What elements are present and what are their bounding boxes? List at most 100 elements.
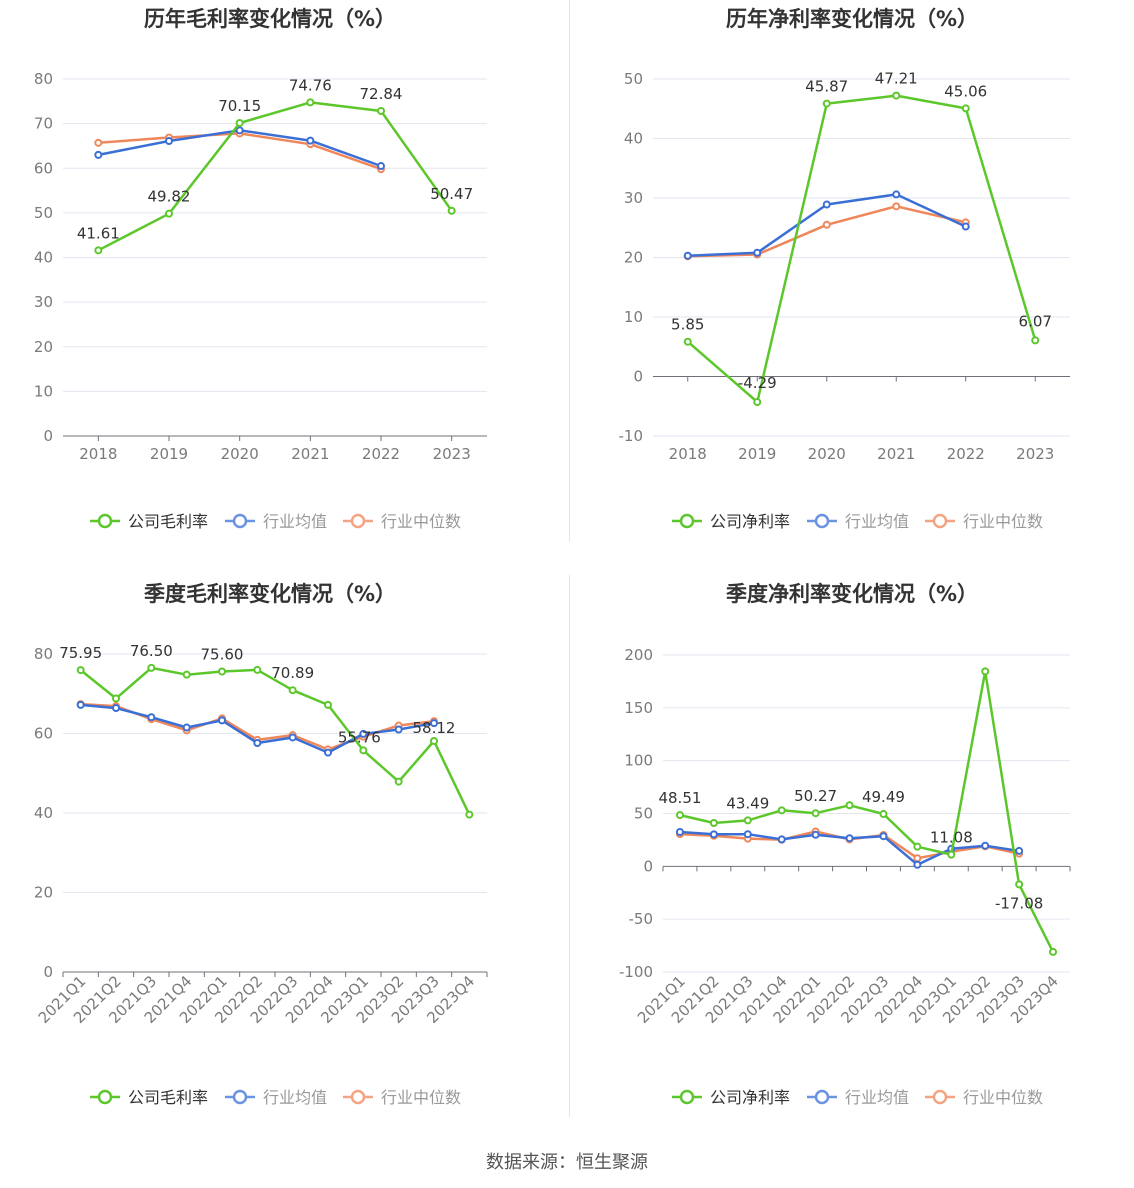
legend-item-company: 公司毛利率 [90, 1088, 208, 1107]
y-tick-label: 10 [34, 382, 53, 400]
y-tick-label: 0 [43, 427, 53, 445]
data-label: 70.89 [271, 664, 314, 682]
chart-panel-annual-net-margin: 历年净利率变化情况（%） -10 0 10 20 30 40 50 2018 2019 2020 20… [570, 0, 1134, 560]
legend-marker [679, 513, 695, 529]
legend-label: 行业均值 [845, 1088, 909, 1107]
source-note: 数据来源：恒生聚源 [486, 1152, 648, 1173]
y-tick-label: 80 [34, 645, 53, 663]
y-tick-label: 80 [34, 70, 53, 88]
chart-title: 季度净利率变化情况（%） [726, 582, 978, 606]
x-tick-label: 2022 [947, 445, 985, 463]
data-label: 50.27 [794, 787, 837, 805]
data-point-company [112, 694, 120, 703]
legend-item-median: 行业中位数 [343, 1088, 461, 1107]
data-point-company [306, 98, 315, 107]
legend-marker [232, 1089, 248, 1105]
data-point-median [892, 202, 901, 211]
data-point-company [182, 670, 191, 679]
y-tick-label: 200 [624, 646, 653, 664]
annual-net-margin-chart: 历年净利率变化情况（%） -10 0 10 20 30 40 50 2018 2019 2020 20… [619, 7, 1070, 531]
data-point-avg [892, 190, 901, 199]
legend-label: 公司净利率 [710, 1088, 790, 1107]
data-point-company [94, 246, 103, 255]
data-point-avg [377, 162, 385, 171]
data-point-company [218, 667, 226, 676]
data-point-company [288, 686, 297, 695]
legend-marker [350, 513, 366, 529]
data-point-company [961, 104, 970, 113]
data-label: 58.12 [413, 719, 456, 737]
data-label: -17.08 [995, 894, 1043, 912]
data-point-avg [218, 716, 226, 725]
y-tick-label: 0 [43, 963, 53, 981]
data-point-avg [675, 827, 684, 836]
data-point-avg [811, 830, 820, 839]
chart-title: 历年净利率变化情况（%） [726, 7, 978, 31]
legend-item-median: 行业中位数 [343, 512, 461, 531]
data-point-company [811, 809, 820, 818]
data-point-avg [147, 713, 156, 722]
y-tick-label: 100 [624, 752, 653, 770]
legend-label: 行业中位数 [381, 1088, 461, 1107]
data-point-company [465, 810, 474, 819]
data-point-avg [359, 729, 368, 738]
y-tick-label: 20 [624, 249, 643, 267]
x-tick-label: 2021 [877, 445, 915, 463]
y-tick-label: 30 [34, 293, 53, 311]
chart-panel-quarterly-gross-margin: 季度毛利率变化情况（%） 0 20 40 60 80 2021Q1 2021Q2 2021Q3 2… [0, 575, 569, 1135]
y-tick-label: 30 [624, 189, 643, 207]
data-label: 11.08 [930, 829, 973, 847]
y-tick-label: 20 [34, 338, 53, 356]
chart-panel-annual-gross-margin: 历年毛利率变化情况（%） 0 10 20 30 40 50 60 70 80 2018 2019 202… [0, 0, 569, 560]
divider-top [569, 0, 570, 542]
data-point-company [947, 850, 956, 859]
data-point-company [76, 666, 85, 675]
data-point-median [913, 854, 922, 863]
legend-item-company: 公司净利率 [672, 512, 790, 531]
data-point-company [430, 736, 438, 745]
data-point-company [1015, 880, 1024, 889]
legend-item-company: 公司毛利率 [90, 512, 208, 531]
legend-label: 公司净利率 [710, 512, 790, 531]
x-tick-label: 2020 [808, 445, 846, 463]
data-label: 6.07 [1019, 312, 1052, 330]
data-point-company [165, 209, 173, 218]
x-tick-label: 2018 [669, 445, 707, 463]
data-point-avg [306, 136, 315, 145]
data-point-company [447, 206, 456, 215]
data-point-avg [683, 251, 692, 260]
legend-label: 公司毛利率 [128, 512, 208, 531]
legend-item-median: 行业中位数 [925, 512, 1043, 531]
y-tick-label: 10 [624, 308, 643, 326]
data-point-avg [981, 841, 990, 850]
data-point-company [253, 665, 262, 674]
y-tick-label: 60 [34, 159, 53, 177]
legend-marker [97, 513, 113, 529]
legend-label: 行业均值 [263, 1088, 327, 1107]
data-label: 41.61 [77, 224, 120, 242]
data-point-company [324, 700, 332, 709]
series-line-company [686, 94, 1037, 404]
x-tick-label: 2023 [1016, 445, 1054, 463]
data-point-avg [879, 832, 888, 841]
chart-title: 季度毛利率变化情况（%） [144, 582, 396, 606]
legend-item-avg: 行业均值 [807, 1088, 909, 1107]
y-tick-label: -50 [629, 910, 654, 928]
y-tick-label: 150 [624, 699, 653, 717]
data-point-avg [777, 835, 786, 844]
y-tick-label: 0 [633, 368, 643, 386]
data-point-company [879, 810, 888, 819]
legend-label: 行业均值 [845, 512, 909, 531]
data-label: 43.49 [726, 794, 769, 812]
x-tick-label: 2022 [362, 445, 400, 463]
data-label: 75.60 [201, 645, 244, 663]
x-tick-label: 2021 [291, 445, 329, 463]
legend-item-avg: 行业均值 [807, 512, 909, 531]
data-label: 74.76 [289, 76, 332, 94]
data-point-avg [112, 704, 120, 713]
y-tick-label: -100 [619, 963, 653, 981]
data-label: 72.84 [360, 85, 403, 103]
data-point-company [235, 118, 244, 127]
y-tick-label: 40 [34, 804, 53, 822]
data-point-avg [288, 733, 297, 742]
